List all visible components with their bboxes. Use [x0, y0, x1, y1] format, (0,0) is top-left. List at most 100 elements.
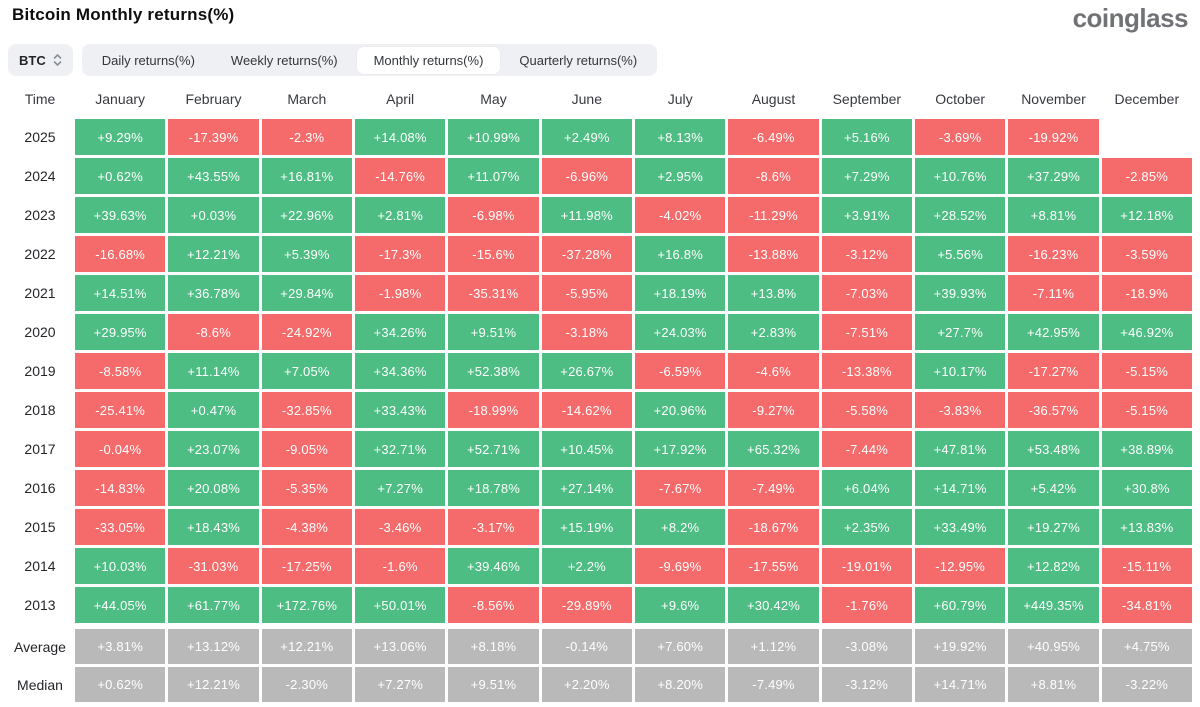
- return-cell: +12.18%: [1101, 197, 1192, 233]
- table-row-average: Average +3.81% +13.12% +12.21% +13.06% +8.18%…: [8, 629, 1192, 664]
- return-cell: +172.76%: [261, 587, 352, 623]
- return-cell: -2.85%: [1101, 158, 1192, 194]
- return-cell: +13.83%: [1101, 509, 1192, 545]
- return-cell: +5.39%: [261, 236, 352, 272]
- table-row-2019: 2019 -8.58% +11.14% +7.05% +34.36% +52.38% +26…: [8, 353, 1192, 389]
- return-cell: +11.98%: [541, 197, 632, 233]
- return-cell: +10.76%: [915, 158, 1006, 194]
- row-label: Median: [17, 676, 63, 693]
- table-body: 2025 +9.29% -17.39% -2.3% +14.08% +10.99% +2.4…: [8, 119, 1192, 702]
- return-cell: +8.81%: [1008, 667, 1099, 702]
- return-cell: +4.75%: [1101, 629, 1192, 664]
- return-cell: +14.71%: [915, 667, 1006, 702]
- return-cell: -5.95%: [541, 275, 632, 311]
- return-cell: +53.48%: [1008, 431, 1099, 467]
- return-cell: +22.96%: [261, 197, 352, 233]
- return-cell: -7.67%: [635, 470, 726, 506]
- return-cell: -12.95%: [915, 548, 1006, 584]
- return-cell: -7.11%: [1008, 275, 1099, 311]
- return-cell: -1.76%: [821, 587, 912, 623]
- return-cell: +5.56%: [915, 236, 1006, 272]
- return-cell: -3.17%: [448, 509, 539, 545]
- return-cell: -5.15%: [1101, 353, 1192, 389]
- row-label: 2016: [24, 480, 56, 496]
- return-cell: +40.95%: [1008, 629, 1099, 664]
- return-cell: +3.81%: [75, 629, 166, 664]
- return-cell: -35.31%: [448, 275, 539, 311]
- tab-daily-returns[interactable]: Daily returns(%): [85, 47, 212, 74]
- return-cell: -13.38%: [821, 353, 912, 389]
- return-cell: +9.51%: [448, 667, 539, 702]
- return-cell: +65.32%: [728, 431, 819, 467]
- return-cell: +14.71%: [915, 470, 1006, 506]
- return-cell: -0.04%: [75, 431, 166, 467]
- return-cell: +6.04%: [821, 470, 912, 506]
- return-cell: +36.78%: [168, 275, 259, 311]
- return-cell: +13.8%: [728, 275, 819, 311]
- return-cell: -11.29%: [728, 197, 819, 233]
- return-cell: +9.6%: [635, 587, 726, 623]
- return-cell: -7.49%: [728, 667, 819, 702]
- return-cell: +11.14%: [168, 353, 259, 389]
- return-cell: -18.99%: [448, 392, 539, 428]
- return-cell: -3.69%: [915, 119, 1006, 155]
- return-cell: +2.83%: [728, 314, 819, 350]
- return-cell: -16.23%: [1008, 236, 1099, 272]
- table-row-median: Median +0.62% +12.21% -2.30% +7.27% +9.51% +2.…: [8, 667, 1192, 702]
- row-label: 2017: [24, 441, 56, 457]
- column-header-june: June: [571, 91, 602, 107]
- coin-selector-label: BTC: [19, 52, 46, 68]
- return-cell: +52.38%: [448, 353, 539, 389]
- return-cell: +42.95%: [1008, 314, 1099, 350]
- column-header-may: May: [480, 91, 507, 107]
- page-title: Bitcoin Monthly returns(%): [12, 5, 235, 24]
- return-cell: +38.89%: [1101, 431, 1192, 467]
- table-row-2015: 2015 -33.05% +18.43% -4.38% -3.46% -3.17% +15.…: [8, 509, 1192, 545]
- row-label: 2015: [24, 519, 56, 535]
- return-cell: +30.8%: [1101, 470, 1192, 506]
- column-header-april: April: [386, 91, 415, 107]
- return-cell: +16.8%: [635, 236, 726, 272]
- row-label: 2022: [24, 246, 56, 262]
- return-cell: +3.91%: [821, 197, 912, 233]
- return-cell: +18.78%: [448, 470, 539, 506]
- row-label: 2020: [24, 324, 56, 340]
- return-cell: -8.6%: [728, 158, 819, 194]
- return-cell: -19.01%: [821, 548, 912, 584]
- coin-selector[interactable]: BTC: [8, 44, 73, 76]
- column-header-time: Time: [24, 91, 56, 107]
- return-cell: -8.58%: [75, 353, 166, 389]
- return-cell: +0.62%: [75, 158, 166, 194]
- return-cell: +61.77%: [168, 587, 259, 623]
- tab-weekly-returns[interactable]: Weekly returns(%): [214, 47, 355, 74]
- table-row-2020: 2020 +29.95% -8.6% -24.92% +34.26% +9.51% -3.1…: [8, 314, 1192, 350]
- tab-monthly-returns[interactable]: Monthly returns(%): [356, 46, 501, 74]
- column-header-august: August: [751, 91, 796, 107]
- return-cell: +18.19%: [635, 275, 726, 311]
- tab-quarterly-returns[interactable]: Quarterly returns(%): [502, 47, 654, 74]
- return-cell: -14.76%: [355, 158, 446, 194]
- return-cell: +2.95%: [635, 158, 726, 194]
- row-label: 2013: [24, 597, 56, 613]
- table-row-2016: 2016 -14.83% +20.08% -5.35% +7.27% +18.78% +27…: [8, 470, 1192, 506]
- return-cell: +10.03%: [75, 548, 166, 584]
- table-row-2017: 2017 -0.04% +23.07% -9.05% +32.71% +52.71% +10…: [8, 431, 1192, 467]
- return-cell: -7.03%: [821, 275, 912, 311]
- column-header-february: February: [185, 91, 242, 107]
- return-cell: +12.82%: [1008, 548, 1099, 584]
- return-cell: -17.55%: [728, 548, 819, 584]
- table-row-2018: 2018 -25.41% +0.47% -32.85% +33.43% -18.99% -1…: [8, 392, 1192, 428]
- row-label: 2023: [24, 207, 56, 223]
- return-cell: +20.08%: [168, 470, 259, 506]
- return-cell: +44.05%: [75, 587, 166, 623]
- return-cell: +2.2%: [541, 548, 632, 584]
- return-cell: +10.17%: [915, 353, 1006, 389]
- return-cell: +14.08%: [355, 119, 446, 155]
- return-cell: -7.51%: [821, 314, 912, 350]
- return-cell: +9.29%: [75, 119, 166, 155]
- monthly-returns-table: Time January February March April May June July…: [8, 83, 1192, 702]
- coinglass-logo[interactable]: coinglass: [1072, 3, 1189, 33]
- return-cell: +47.81%: [915, 431, 1006, 467]
- row-label: 2025: [24, 129, 56, 145]
